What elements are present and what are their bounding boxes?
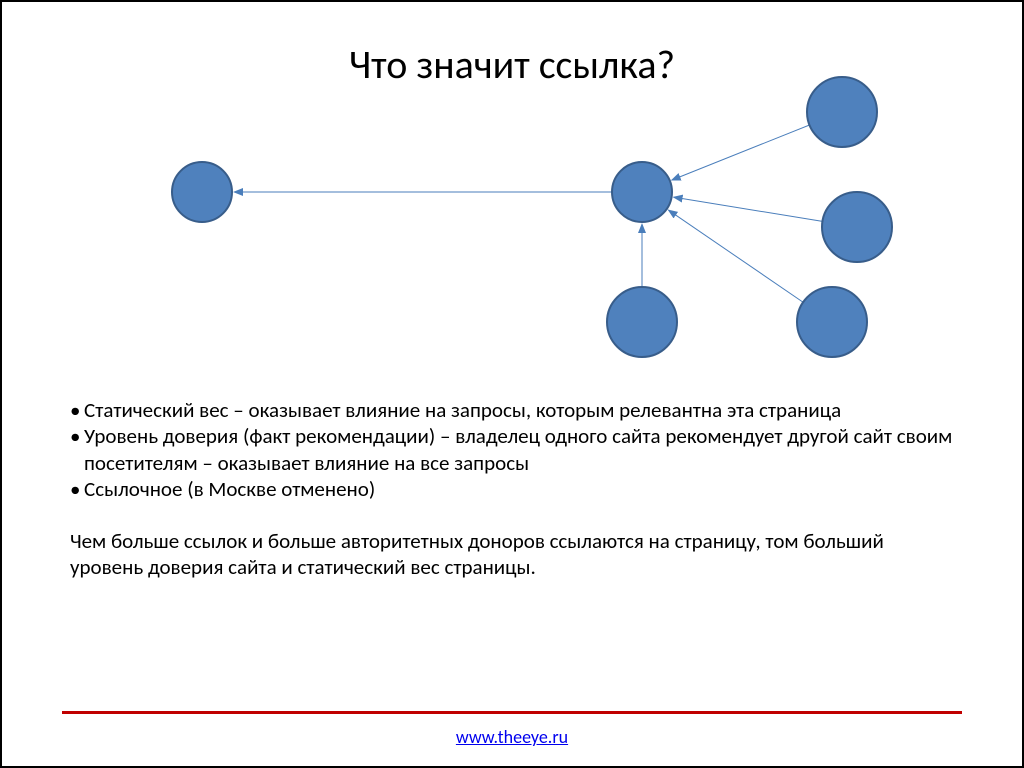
nodes-group bbox=[172, 77, 892, 357]
link-diagram bbox=[2, 2, 1024, 402]
footer-link-text: www.theeye.ru bbox=[456, 726, 568, 748]
bullet-item: Ссылочное (в Москве отменено) bbox=[70, 476, 954, 502]
slide: Что значит ссылка? Статический вес – ока… bbox=[0, 0, 1024, 768]
edges-group bbox=[234, 125, 822, 302]
edge bbox=[668, 210, 803, 302]
bullet-item: Статический вес – оказывает влияние на з… bbox=[70, 397, 954, 423]
bullet-item: Уровень доверия (факт рекомендации) – вл… bbox=[70, 423, 954, 476]
summary-text: Чем больше ссылок и больше авторитетных … bbox=[70, 528, 954, 581]
edge bbox=[674, 197, 823, 221]
node-below bbox=[607, 287, 677, 357]
spacer bbox=[70, 502, 954, 528]
footer-link[interactable]: www.theeye.ru bbox=[2, 726, 1022, 748]
node-top bbox=[807, 77, 877, 147]
footer-divider bbox=[62, 711, 962, 714]
node-mid bbox=[822, 192, 892, 262]
node-center bbox=[612, 162, 672, 222]
edge bbox=[672, 125, 810, 180]
node-left bbox=[172, 162, 232, 222]
node-bot bbox=[797, 287, 867, 357]
body-text: Статический вес – оказывает влияние на з… bbox=[70, 397, 954, 581]
